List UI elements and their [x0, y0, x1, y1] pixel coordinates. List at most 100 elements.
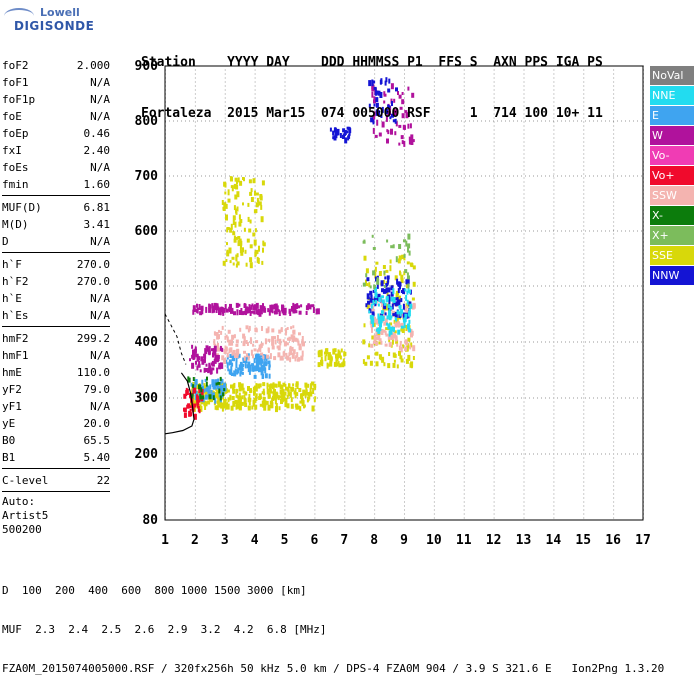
- echo-point: [284, 383, 287, 387]
- echo-point: [365, 268, 369, 274]
- echo-point: [341, 135, 345, 139]
- echo-point: [253, 348, 257, 352]
- echo-point: [249, 337, 252, 342]
- echo-point: [242, 341, 246, 347]
- echo-point: [258, 358, 260, 363]
- y-tick-label: 700: [135, 169, 159, 184]
- echo-point: [292, 302, 295, 308]
- echo-point: [377, 328, 381, 334]
- legend-item: X-: [650, 206, 694, 225]
- echo-point: [303, 390, 306, 396]
- echo-point: [199, 404, 202, 410]
- echo-point: [312, 307, 315, 313]
- echo-point: [401, 312, 405, 317]
- echo-point: [217, 347, 220, 352]
- echo-point: [382, 280, 385, 284]
- echo-point: [208, 394, 212, 400]
- echo-point: [265, 340, 268, 344]
- echo-point: [372, 127, 375, 134]
- echo-point: [260, 204, 263, 210]
- echo-point: [372, 247, 376, 250]
- echo-point: [264, 373, 268, 379]
- echo-point: [396, 364, 399, 369]
- echo-point: [289, 391, 292, 398]
- plot-frame: [164, 65, 644, 521]
- echo-point: [213, 358, 217, 364]
- echo-point: [395, 339, 399, 344]
- echo-point: [230, 308, 233, 314]
- echo-point: [227, 397, 230, 403]
- echo-point: [385, 327, 389, 331]
- echo-point: [236, 261, 240, 266]
- echo-point: [248, 228, 252, 233]
- echo-point: [381, 295, 384, 299]
- echo-point: [194, 379, 197, 385]
- echo-point: [238, 406, 242, 410]
- echo-point: [298, 388, 302, 392]
- echo-point: [231, 396, 235, 400]
- echo-point: [407, 275, 410, 280]
- echo-point: [404, 288, 407, 292]
- echo-point: [395, 292, 399, 298]
- echo-point: [282, 305, 285, 311]
- echo-point: [372, 322, 375, 328]
- echo-point: [198, 389, 201, 393]
- echo-point: [284, 398, 288, 402]
- echo-point: [348, 128, 352, 134]
- echo-point: [231, 355, 234, 361]
- echo-point: [310, 384, 313, 389]
- echo-point: [371, 234, 374, 238]
- echo-point: [234, 194, 238, 200]
- echo-point: [271, 336, 275, 342]
- echo-point: [389, 265, 392, 272]
- param-value: N/A: [90, 309, 110, 322]
- echo-point: [262, 396, 266, 401]
- echo-point: [273, 383, 277, 388]
- echo-point: [389, 259, 392, 264]
- echo-point: [211, 360, 214, 366]
- param-value: 3.41: [83, 218, 111, 231]
- echo-point: [230, 185, 234, 189]
- echo-point: [290, 403, 294, 409]
- echo-point: [256, 354, 260, 361]
- echo-point: [388, 307, 391, 311]
- legend-item: SSW: [650, 186, 694, 205]
- y-tick-label: 800: [135, 114, 159, 129]
- echo-point: [394, 317, 397, 321]
- echo-point: [243, 350, 246, 354]
- echo-point: [378, 297, 382, 302]
- echo-point: [412, 356, 415, 360]
- echo-point: [258, 347, 261, 351]
- echo-point: [370, 294, 373, 300]
- header-values: Fortaleza 2015 Mar15 074 005000 RSF 1 71…: [141, 106, 603, 121]
- echo-point: [400, 290, 404, 293]
- echo-point: [213, 339, 216, 346]
- echo-point: [225, 334, 228, 338]
- y-tick-label: 900: [135, 59, 159, 74]
- param-value: N/A: [90, 349, 110, 362]
- echo-point: [401, 140, 404, 145]
- echo-point: [324, 351, 326, 355]
- echo-point: [381, 288, 384, 293]
- echo-point: [243, 394, 246, 400]
- echo-point: [405, 279, 408, 285]
- echo-point: [309, 387, 312, 393]
- param-name: B1: [2, 451, 16, 464]
- echo-point: [342, 128, 346, 133]
- echo-point: [378, 354, 382, 360]
- echo-point: [335, 355, 339, 362]
- echo-point: [365, 279, 367, 286]
- echo-point: [403, 317, 406, 323]
- echo-point: [235, 356, 238, 363]
- echo-point: [250, 339, 253, 345]
- echo-point: [387, 304, 391, 309]
- echo-point: [376, 336, 380, 340]
- divider: [2, 468, 110, 469]
- echo-point: [293, 335, 296, 339]
- echo-point: [388, 110, 391, 116]
- echo-point: [294, 303, 298, 309]
- echo-point: [410, 263, 414, 268]
- echo-point: [234, 368, 237, 372]
- echo-point: [230, 366, 233, 373]
- muf-values: 2.3 2.4 2.5 2.6 2.9 3.2 4.2 6.8 [MHz]: [21, 623, 327, 636]
